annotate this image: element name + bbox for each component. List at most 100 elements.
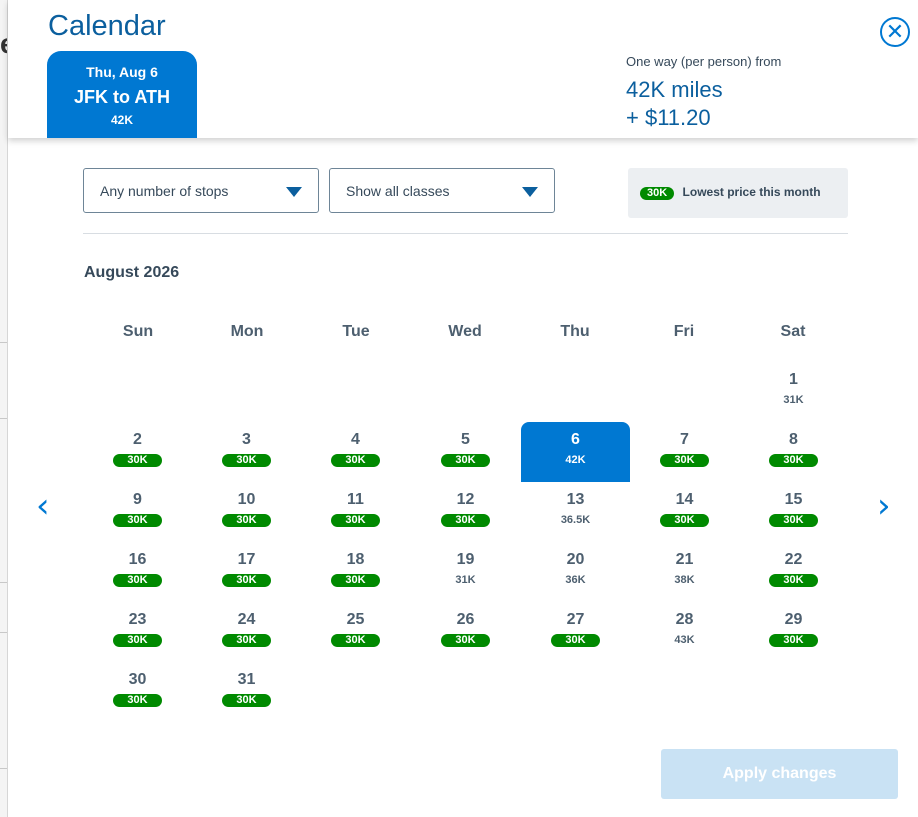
- calendar-day[interactable]: 16 30K: [83, 542, 192, 602]
- calendar-day[interactable]: 28 43K: [630, 602, 739, 662]
- calendar-day[interactable]: 11 30K: [301, 482, 410, 542]
- calendar-day[interactable]: 3 30K: [192, 422, 301, 482]
- filters-divider: [83, 233, 848, 234]
- lowest-price-badge: 30K: [113, 514, 162, 527]
- selected-date-tab[interactable]: Thu, Aug 6 JFK to ATH 42K: [47, 51, 197, 138]
- calendar-day[interactable]: 20 36K: [521, 542, 630, 602]
- lowest-price-badge: 30K: [769, 574, 818, 587]
- day-number: 15: [784, 491, 803, 508]
- fare-label: One way (per person) from: [626, 54, 782, 69]
- lowest-price-legend: 30K Lowest price this month: [628, 168, 848, 218]
- lowest-price-badge: 30K: [331, 634, 380, 647]
- calendar-day[interactable]: 4 30K: [301, 422, 410, 482]
- weekday-mon: Mon: [230, 323, 264, 340]
- classes-select-value: Show all classes: [346, 183, 450, 199]
- day-price: 42K: [565, 454, 586, 466]
- lowest-price-badge: 30K: [769, 634, 818, 647]
- calendar-day[interactable]: 19 31K: [411, 542, 520, 602]
- classes-select[interactable]: Show all classes: [329, 168, 555, 213]
- weekday-sun: Sun: [122, 323, 154, 340]
- lowest-price-badge: 30K: [441, 514, 490, 527]
- lowest-price-badge: 30K: [769, 514, 818, 527]
- day-price: 36K: [565, 574, 586, 586]
- calendar-day[interactable]: 18 30K: [301, 542, 410, 602]
- lowest-price-badge: 30K: [222, 574, 271, 587]
- day-number: 21: [675, 551, 694, 568]
- calendar-day[interactable]: 15 30K: [739, 482, 848, 542]
- calendar-day[interactable]: 7 30K: [630, 422, 739, 482]
- weekday-sat: Sat: [780, 323, 806, 340]
- chevron-left-icon[interactable]: ‹: [36, 486, 50, 526]
- day-number: 4: [351, 431, 360, 448]
- day-number: 31: [237, 671, 256, 688]
- calendar-day[interactable]: 22 30K: [739, 542, 848, 602]
- calendar-day[interactable]: 5 30K: [411, 422, 520, 482]
- day-number: 3: [242, 431, 251, 448]
- calendar-day[interactable]: 23 30K: [83, 602, 192, 662]
- lowest-price-badge: 30K: [222, 694, 271, 707]
- calendar-day-selected[interactable]: 6 42K: [521, 422, 630, 482]
- month-label: August 2026: [84, 264, 180, 281]
- lowest-price-badge: 30K: [113, 454, 162, 467]
- calendar-day[interactable]: 26 30K: [411, 602, 520, 662]
- calendar-day[interactable]: 13 36.5K: [521, 482, 630, 542]
- apply-changes-button[interactable]: Apply changes: [661, 749, 898, 799]
- lowest-price-badge: 30K: [222, 514, 271, 527]
- weekday-wed: Wed: [448, 323, 482, 340]
- calendar-day[interactable]: 9 30K: [83, 482, 192, 542]
- tab-date: Thu, Aug 6: [86, 64, 158, 80]
- day-number: 22: [784, 551, 803, 568]
- background-page: e: [0, 0, 8, 817]
- calendar-day[interactable]: 21 38K: [630, 542, 739, 602]
- calendar-day[interactable]: 30 30K: [83, 662, 192, 722]
- day-number: 25: [346, 611, 365, 628]
- day-number: 19: [456, 551, 475, 568]
- weekday-tue: Tue: [342, 323, 370, 340]
- lowest-price-badge: 30K: [222, 454, 271, 467]
- day-number: 5: [461, 431, 470, 448]
- day-price: 43K: [674, 634, 695, 646]
- fare-miles: 42K miles: [626, 77, 723, 102]
- background-text-fragment: e: [0, 28, 7, 60]
- day-number: 27: [566, 611, 585, 628]
- day-number: 13: [566, 491, 585, 508]
- day-number: 9: [133, 491, 142, 508]
- day-number: 18: [346, 551, 365, 568]
- calendar-day[interactable]: 17 30K: [192, 542, 301, 602]
- calendar-day[interactable]: 29 30K: [739, 602, 848, 662]
- day-number: 30: [128, 671, 147, 688]
- day-number: 2: [133, 431, 142, 448]
- day-number: 7: [680, 431, 689, 448]
- chevron-right-icon[interactable]: ›: [877, 486, 891, 526]
- day-number: 12: [456, 491, 475, 508]
- lowest-price-badge: 30K: [113, 694, 162, 707]
- day-price: 36.5K: [560, 514, 591, 526]
- calendar-day[interactable]: 31 30K: [192, 662, 301, 722]
- calendar-day[interactable]: 2 30K: [83, 422, 192, 482]
- lowest-price-badge: 30K: [769, 454, 818, 467]
- background-divider: [0, 342, 7, 343]
- modal-header: Calendar ✕ Thu, Aug 6 JFK to ATH 42K One…: [8, 0, 918, 138]
- day-price: 31K: [455, 574, 476, 586]
- calendar-day[interactable]: 1 31K: [739, 362, 848, 422]
- day-number: 17: [237, 551, 256, 568]
- day-number: 1: [789, 371, 798, 388]
- day-number: 16: [128, 551, 147, 568]
- calendar-day[interactable]: 8 30K: [739, 422, 848, 482]
- modal-title: Calendar: [48, 10, 166, 42]
- calendar-day[interactable]: 27 30K: [521, 602, 630, 662]
- calendar-day[interactable]: 14 30K: [630, 482, 739, 542]
- calendar-day[interactable]: 10 30K: [192, 482, 301, 542]
- day-number: 28: [675, 611, 694, 628]
- lowest-price-badge: 30K: [551, 634, 600, 647]
- close-icon[interactable]: ✕: [880, 17, 910, 47]
- stops-select-value: Any number of stops: [100, 183, 229, 199]
- stops-select[interactable]: Any number of stops: [83, 168, 319, 213]
- weekday-fri: Fri: [673, 323, 695, 340]
- calendar-day[interactable]: 24 30K: [192, 602, 301, 662]
- background-divider: [0, 768, 7, 769]
- calendar-day[interactable]: 12 30K: [411, 482, 520, 542]
- lowest-price-badge: 30K: [660, 514, 709, 527]
- calendar-day[interactable]: 25 30K: [301, 602, 410, 662]
- day-number: 20: [566, 551, 585, 568]
